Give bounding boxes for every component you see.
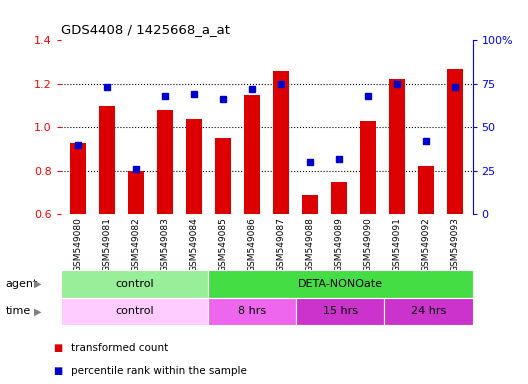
Text: GDS4408 / 1425668_a_at: GDS4408 / 1425668_a_at (61, 23, 230, 36)
Text: DETA-NONOate: DETA-NONOate (298, 279, 383, 289)
Text: 15 hrs: 15 hrs (323, 306, 357, 316)
Text: percentile rank within the sample: percentile rank within the sample (71, 366, 247, 376)
Bar (302, 195, 318, 214)
Text: ■: ■ (53, 343, 62, 353)
Bar (389, 79, 405, 214)
Text: time: time (5, 306, 31, 316)
Bar (70, 142, 86, 214)
Bar (331, 182, 347, 214)
Text: ▶: ▶ (34, 279, 42, 289)
Bar (186, 119, 202, 214)
Bar (128, 171, 144, 214)
Text: transformed count: transformed count (71, 343, 168, 353)
Bar (418, 166, 434, 214)
Bar (215, 138, 231, 214)
Text: control: control (115, 279, 154, 289)
Bar (447, 69, 463, 214)
Text: 24 hrs: 24 hrs (411, 306, 446, 316)
Bar (360, 121, 376, 214)
Bar (157, 110, 173, 214)
Text: control: control (115, 306, 154, 316)
Text: ▶: ▶ (34, 306, 42, 316)
Text: ■: ■ (53, 366, 62, 376)
Bar (99, 106, 115, 214)
Bar (244, 95, 260, 214)
Text: 8 hrs: 8 hrs (238, 306, 266, 316)
Text: agent: agent (5, 279, 37, 289)
Bar (273, 71, 289, 214)
